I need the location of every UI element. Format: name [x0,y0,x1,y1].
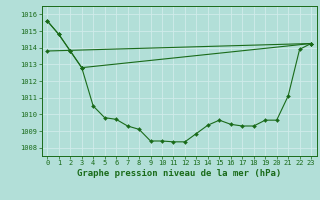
X-axis label: Graphe pression niveau de la mer (hPa): Graphe pression niveau de la mer (hPa) [77,169,281,178]
